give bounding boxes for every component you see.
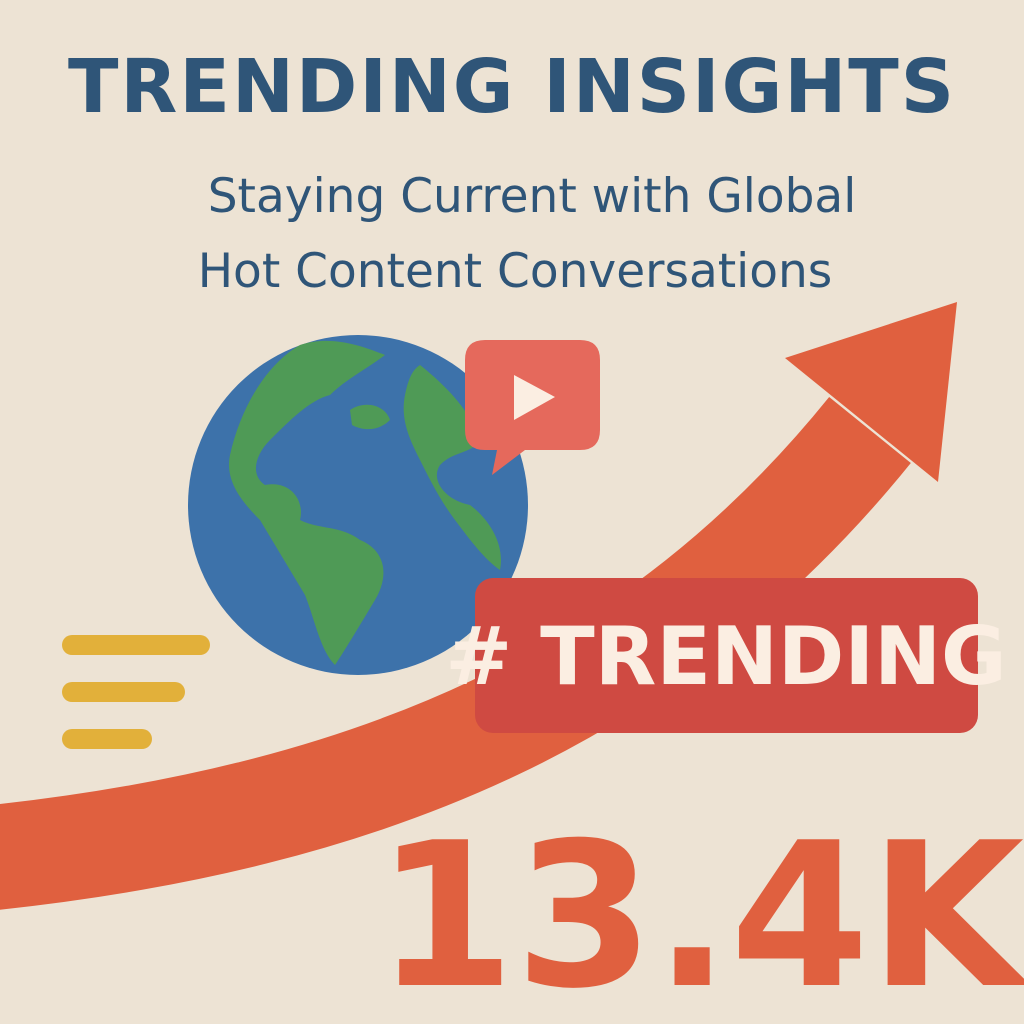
trending-badge (475, 578, 978, 733)
stat-value: 13.4K (376, 800, 1024, 1024)
subtitle-line: Staying Current with Global (208, 169, 857, 224)
subtitle-line: Hot Content Conversations (198, 244, 833, 299)
title: TRENDING INSIGHTS (68, 44, 956, 130)
video-bubble (465, 340, 600, 475)
badge-label: # TRENDING (445, 610, 1006, 703)
speed-lines (62, 635, 210, 749)
arrow-head (785, 302, 957, 482)
globe (188, 335, 528, 675)
